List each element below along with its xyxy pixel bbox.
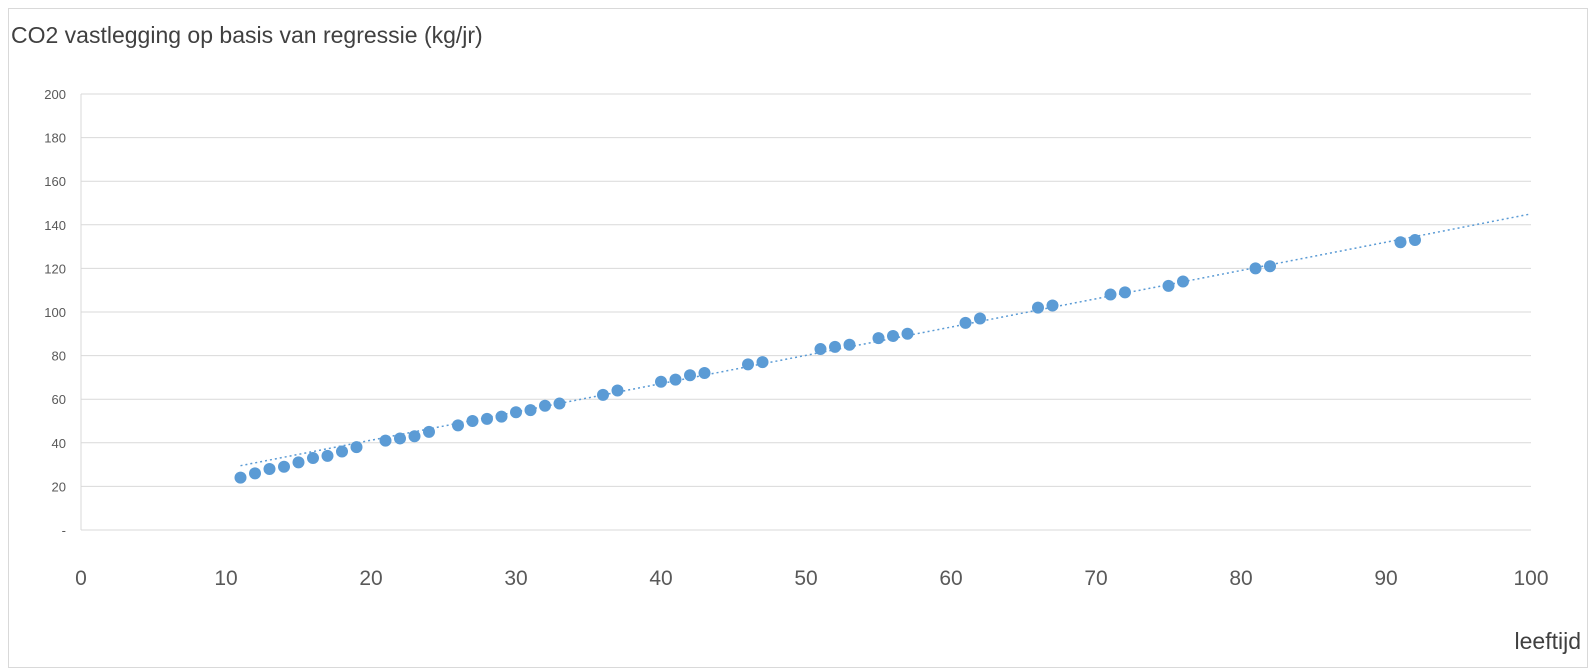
chart-frame	[8, 8, 1588, 668]
x-tick-label: 80	[1229, 567, 1252, 590]
data-point	[1264, 260, 1276, 273]
data-point	[597, 388, 609, 401]
data-point	[379, 434, 392, 447]
data-point	[814, 343, 827, 356]
data-point	[1409, 234, 1421, 247]
y-tick-label: 120	[44, 261, 66, 276]
data-point	[829, 340, 841, 353]
data-point	[1046, 299, 1059, 312]
data-point	[350, 441, 363, 454]
data-point	[1249, 262, 1262, 275]
y-tick-label: 80	[52, 349, 66, 364]
data-point	[292, 456, 305, 469]
x-tick-label: 10	[214, 567, 237, 590]
data-point	[669, 373, 682, 386]
data-point	[408, 430, 421, 443]
y-tick-label: 40	[52, 436, 66, 451]
x-tick-label: 60	[939, 567, 962, 590]
x-tick-label: 90	[1374, 567, 1397, 590]
x-tick-label: 70	[1084, 567, 1107, 590]
data-points	[234, 234, 1421, 484]
x-tick-label: 0	[75, 567, 87, 590]
data-point	[510, 406, 522, 419]
data-point	[1162, 279, 1175, 292]
y-tick-label: 200	[44, 87, 66, 102]
y-axis-ticks: - 20 40 60 80 100 120 140 160 180 200	[44, 87, 66, 538]
data-point	[539, 399, 551, 412]
data-point	[843, 338, 856, 351]
data-point	[495, 410, 508, 423]
x-tick-label: 100	[1513, 567, 1548, 590]
y-tick-label: 140	[44, 218, 66, 233]
data-point	[249, 467, 261, 480]
data-point	[1119, 286, 1131, 299]
x-tick-label: 50	[794, 567, 817, 590]
trendline	[240, 213, 1532, 467]
data-point	[263, 462, 276, 475]
data-point	[336, 445, 348, 458]
data-point	[452, 419, 464, 432]
y-tick-label: 160	[44, 174, 66, 189]
data-point	[394, 432, 406, 445]
data-point	[611, 384, 624, 397]
data-point	[234, 471, 247, 484]
x-tick-label: 30	[504, 567, 527, 590]
data-point	[756, 356, 769, 369]
data-point	[887, 329, 899, 342]
chart-title: CO2 vastlegging op basis van regressie (…	[11, 22, 483, 48]
data-point	[698, 367, 711, 380]
y-tick-label: 20	[52, 479, 66, 494]
data-point	[974, 312, 986, 325]
data-point	[901, 327, 914, 340]
data-point	[1394, 236, 1407, 249]
x-tick-label: 40	[649, 567, 672, 590]
data-point	[742, 358, 754, 371]
data-point	[553, 397, 566, 410]
data-point	[1177, 275, 1189, 288]
data-point	[684, 369, 696, 382]
data-point	[1104, 288, 1117, 301]
y-tick-label: -	[62, 523, 66, 538]
trendline-group	[240, 213, 1532, 467]
data-point	[481, 412, 493, 425]
x-axis-ticks: 0 10 20 30 40 50 60 70 80 90 100	[75, 567, 1548, 590]
data-point	[524, 404, 537, 417]
data-point	[655, 375, 667, 388]
x-tick-label: 20	[359, 567, 382, 590]
data-point	[872, 332, 885, 345]
data-point	[1032, 301, 1044, 314]
data-point	[423, 425, 435, 438]
data-point	[307, 452, 319, 465]
data-point	[959, 316, 972, 329]
gridlines	[80, 93, 1531, 531]
data-point	[466, 415, 479, 427]
data-point	[321, 449, 334, 462]
y-tick-label: 180	[44, 131, 66, 146]
data-point	[278, 460, 290, 473]
y-tick-label: 60	[52, 392, 66, 407]
y-tick-label: 100	[44, 305, 66, 320]
x-axis-label: leeftijd	[1514, 628, 1581, 654]
